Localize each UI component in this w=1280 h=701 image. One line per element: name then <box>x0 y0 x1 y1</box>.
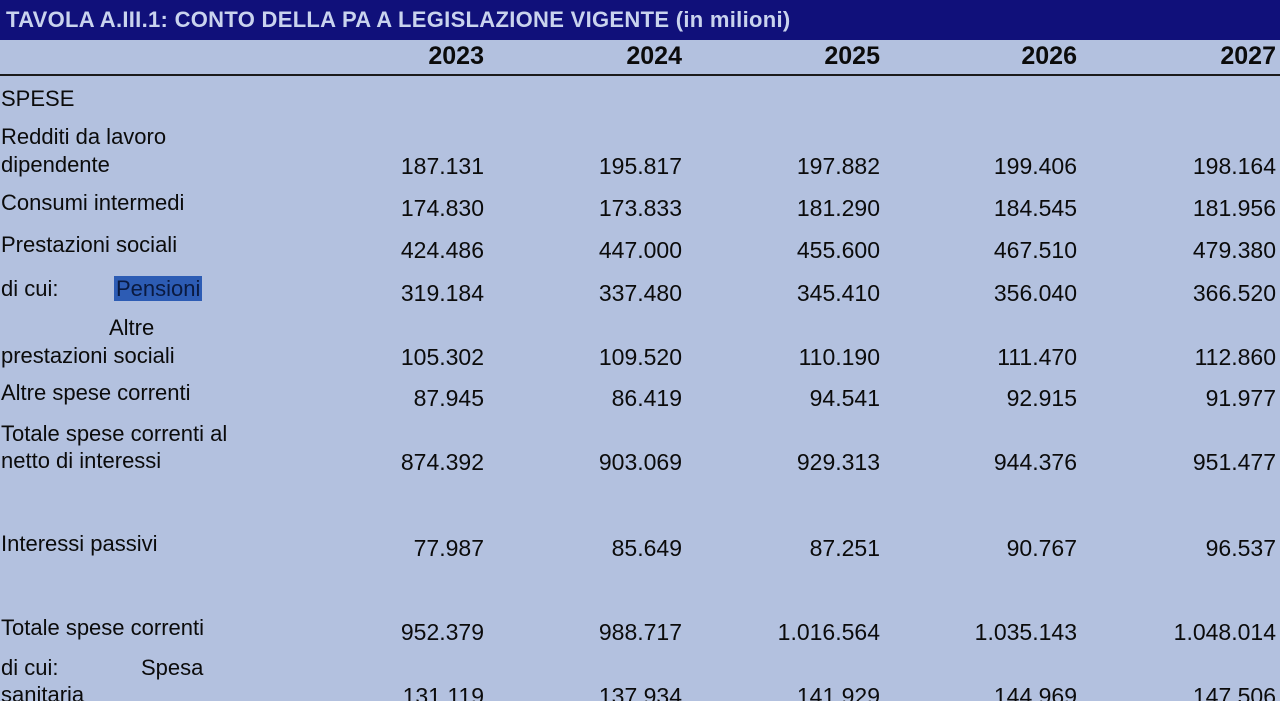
cell-2023: 424.486 <box>400 237 484 263</box>
cell-2025: 929.313 <box>796 449 880 475</box>
row-label: Prestazioni sociali <box>1 232 178 257</box>
row-label: Consumi intermedi <box>1 190 185 215</box>
year-header: 2027 <box>1220 42 1276 70</box>
row-label: di cui: <box>1 276 59 301</box>
cell-2023: 874.392 <box>400 449 484 475</box>
cell-2026: 1.035.143 <box>974 619 1077 645</box>
cell-2025: 1.016.564 <box>777 619 880 645</box>
row-label: Totale spese correnti <box>1 615 204 640</box>
row-sublabel: Altre <box>109 315 155 340</box>
cell-2026: 90.767 <box>1006 535 1077 561</box>
section-label: SPESE <box>1 86 75 111</box>
cell-2025: 455.600 <box>796 237 880 263</box>
row-label: Totale spese correnti al <box>1 421 228 446</box>
cell-2024: 903.069 <box>598 449 682 475</box>
year-header: 2025 <box>824 42 880 70</box>
cell-2026: 184.545 <box>993 195 1077 221</box>
cell-2025: 110.190 <box>798 344 880 370</box>
year-header: 2024 <box>626 42 682 70</box>
row-label: Altre spese correnti <box>1 380 191 405</box>
cell-2026: 92.915 <box>1006 385 1077 411</box>
cell-2025: 181.290 <box>796 195 880 221</box>
cell-2026: 356.040 <box>993 280 1077 306</box>
table-title: TAVOLA A.III.1: CONTO DELLA PA A LEGISLA… <box>0 0 1280 40</box>
highlighted-text[interactable]: Pensioni <box>114 276 203 301</box>
year-header: 2023 <box>428 42 484 70</box>
cell-2024: 447.000 <box>598 237 682 263</box>
row-sublabel: Spesa <box>141 655 204 680</box>
cell-2026: 467.510 <box>993 237 1077 263</box>
cell-2023: 319.184 <box>400 280 484 306</box>
year-header: 2026 <box>1021 42 1077 70</box>
cell-2023: 87.945 <box>413 385 484 411</box>
cell-2026: 144.969 <box>993 683 1077 701</box>
cell-2027: 147.506 <box>1192 683 1276 701</box>
cell-2024: 988.717 <box>598 619 682 645</box>
cell-2023: 174.830 <box>400 195 484 221</box>
cell-2023: 187.131 <box>400 153 484 179</box>
row-label: Interessi passivi <box>1 531 158 556</box>
cell-2023: 131.119 <box>402 683 484 701</box>
table-row: di cui: Spesa sanitaria 131.119 137.934 … <box>0 654 1280 701</box>
cell-2025: 94.541 <box>809 385 880 411</box>
cell-2024: 337.480 <box>598 280 682 306</box>
cell-2027: 96.537 <box>1205 535 1276 561</box>
row-label-cont: prestazioni sociali <box>1 343 175 368</box>
cell-2024: 137.934 <box>598 683 682 701</box>
cell-2025: 141.929 <box>796 683 880 701</box>
cell-2027: 198.164 <box>1192 153 1276 179</box>
cell-2027: 951.477 <box>1192 449 1276 475</box>
cell-2026: 199.406 <box>993 153 1077 179</box>
cell-2027: 479.380 <box>1192 237 1276 263</box>
cell-2023: 105.302 <box>400 344 484 370</box>
cell-2026: 111.470 <box>997 344 1077 370</box>
cell-2024: 86.419 <box>611 385 682 411</box>
cell-2024: 195.817 <box>598 153 682 179</box>
row-label-cont: sanitaria <box>1 682 85 701</box>
cell-2026: 944.376 <box>993 449 1077 475</box>
cell-2027: 181.956 <box>1192 195 1276 221</box>
cell-2024: 85.649 <box>611 535 682 561</box>
cell-2024: 109.520 <box>598 344 682 370</box>
cell-2024: 173.833 <box>598 195 682 221</box>
cell-2023: 77.987 <box>413 535 484 561</box>
row-sublabel: Pensioni <box>114 275 203 303</box>
row-label: di cui: <box>1 655 59 680</box>
cell-2027: 1.048.014 <box>1173 619 1276 645</box>
cell-2025: 197.882 <box>796 153 880 179</box>
cell-2027: 112.860 <box>1194 344 1276 370</box>
cell-2025: 87.251 <box>809 535 880 561</box>
cell-2027: 366.520 <box>1192 280 1276 306</box>
cell-2023: 952.379 <box>400 619 484 645</box>
row-label-cont: dipendente <box>1 152 110 177</box>
cell-2025: 345.410 <box>796 280 880 306</box>
row-label-cont: netto di interessi <box>1 448 162 473</box>
cell-2027: 91.977 <box>1205 385 1276 411</box>
row-label: Redditi da lavoro <box>1 124 167 149</box>
year-header-row: 2023 2024 2025 2026 2027 <box>0 40 1280 76</box>
